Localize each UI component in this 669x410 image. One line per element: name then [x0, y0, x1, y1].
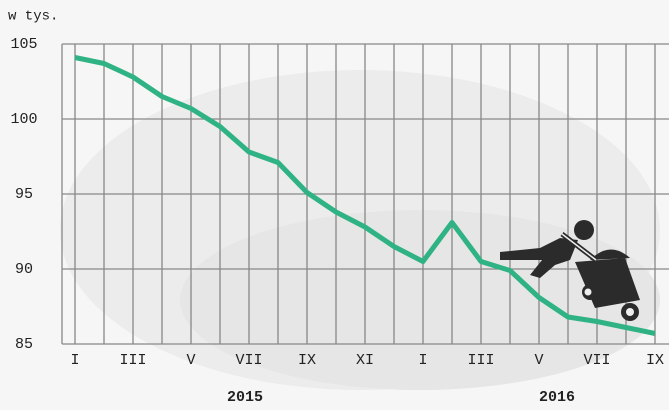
x-tick-label: V: [186, 352, 195, 369]
chart: w tys. 859095100105IIIIVVIIIXXIIIIIVVIII…: [0, 0, 669, 410]
x-tick-label: VII: [235, 352, 262, 369]
x-tick-label: I: [70, 352, 79, 369]
x-tick-label: V: [534, 352, 543, 369]
x-tick-label: III: [467, 352, 494, 369]
year-label: 2015: [227, 389, 263, 406]
y-tick-label: 85: [15, 336, 33, 353]
axis-unit: w tys.: [8, 9, 58, 25]
x-tick-label: VII: [583, 352, 610, 369]
x-tick-label: IX: [646, 352, 664, 369]
y-tick-label: 90: [15, 261, 33, 278]
y-tick-label: 100: [10, 111, 37, 128]
x-tick-label: III: [119, 352, 146, 369]
y-tick-label: 105: [10, 36, 37, 53]
y-tick-label: 95: [15, 186, 33, 203]
x-tick-label: I: [418, 352, 427, 369]
year-label: 2016: [539, 389, 575, 406]
x-tick-label: IX: [298, 352, 316, 369]
x-tick-label: XI: [356, 352, 374, 369]
